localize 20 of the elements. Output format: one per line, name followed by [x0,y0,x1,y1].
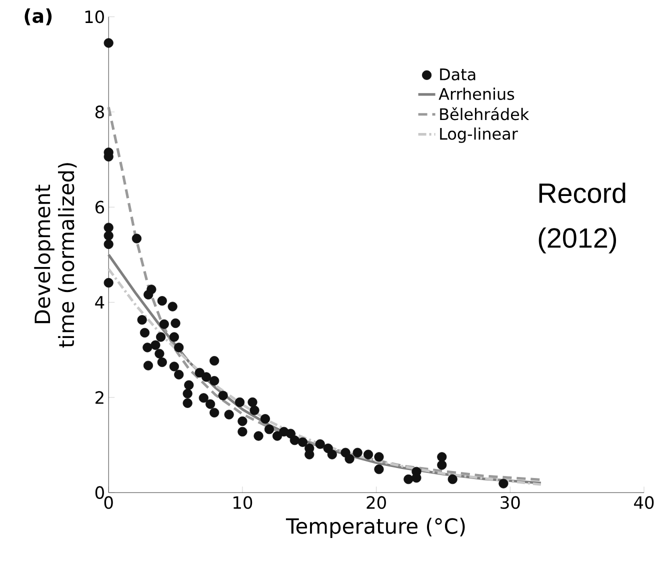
legend-label: Data [440,68,476,80]
y-tick-label: 8 [95,106,104,118]
x-tick-label: 40 [634,496,654,509]
legend-label: Arrhenius [438,88,514,100]
x-tick-label: 20 [366,496,386,509]
y-tick-label: 6 [95,200,104,214]
legend-label: Bělehrádek [440,107,530,120]
y-tick-label: 4 [95,296,104,308]
x-axis-title: Temperature (°C) [286,518,465,538]
legend-label: Log-linear [440,127,518,143]
y-tick-label: 0 [95,486,104,499]
y-tick-label: 10 [85,10,104,24]
y-axis-title: Development time (normalized) [34,163,77,348]
x-tick-label: 0 [104,496,113,509]
text: (a) [24,8,52,26]
x-tick-label: 30 [500,496,520,509]
annotation: Record [539,182,626,204]
x-tick-label: 10 [234,496,252,509]
y-tick-label: 2 [96,391,104,404]
annotation: (2012) [538,227,616,254]
